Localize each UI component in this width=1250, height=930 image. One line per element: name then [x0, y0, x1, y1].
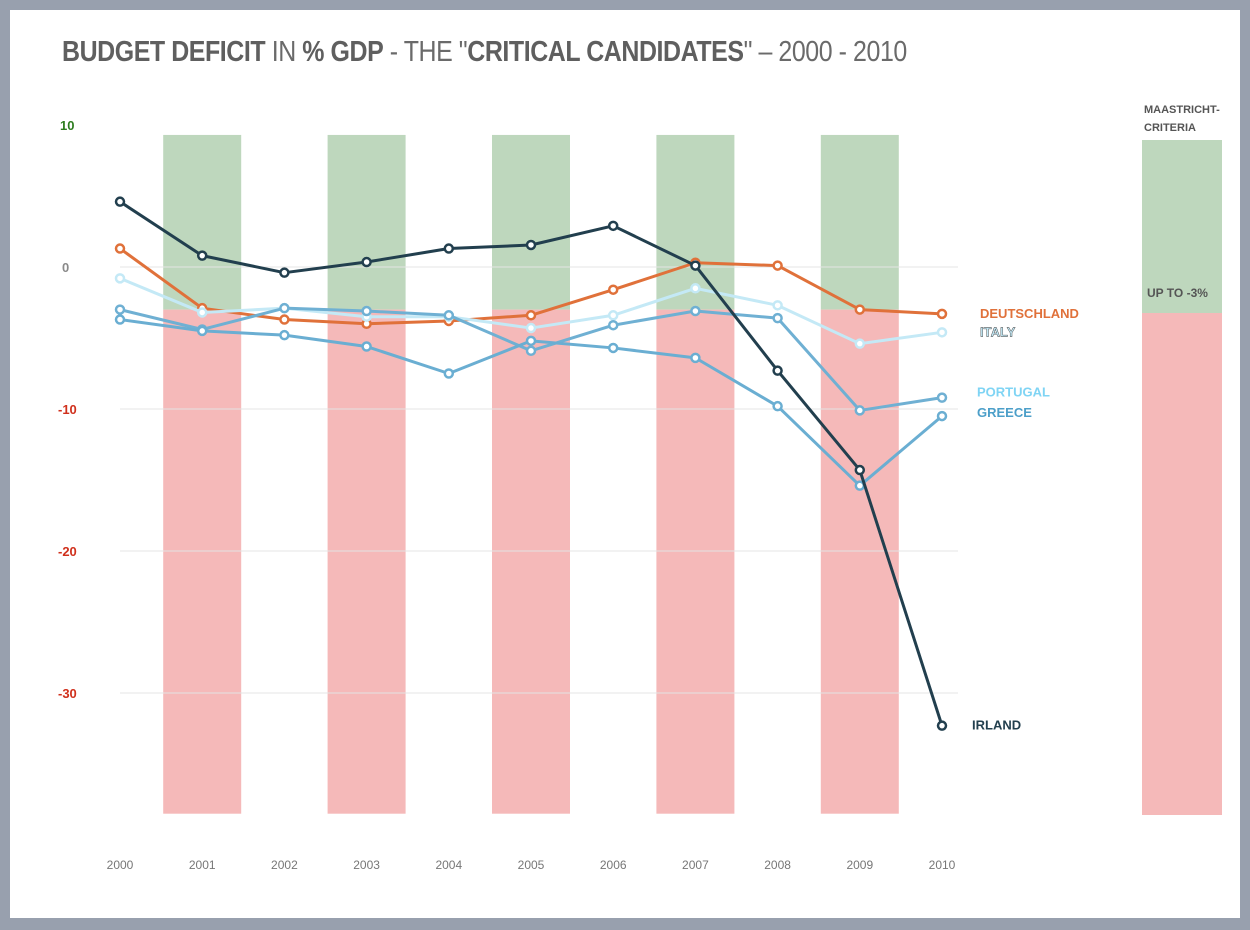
data-point: [443, 368, 455, 379]
series-label: PORTUGAL: [977, 385, 1050, 400]
data-point: [936, 308, 948, 320]
data-point: [607, 284, 619, 295]
x-tick-label: 2004: [435, 858, 462, 872]
legend-bad-band: [1142, 313, 1222, 815]
data-point: [772, 400, 783, 412]
data-point: [936, 327, 948, 338]
band-above-threshold: [820, 134, 899, 310]
legend-title: CRITERIA: [1144, 122, 1196, 134]
x-tick-label: 2007: [682, 858, 709, 872]
data-point: [114, 273, 126, 284]
y-tick-label: 0: [62, 260, 69, 275]
data-point: [690, 352, 701, 364]
data-point: [361, 305, 372, 317]
band-below-threshold: [327, 309, 406, 814]
data-point: [772, 260, 783, 271]
data-point: [196, 307, 208, 318]
data-point: [936, 410, 948, 422]
y-tick-label: -10: [58, 402, 77, 417]
data-point: [772, 312, 783, 324]
chart-title: BUDGET DEFICIT IN % GDP - THE "CRITICAL …: [62, 36, 907, 68]
data-point: [525, 310, 537, 321]
data-point: [854, 304, 866, 315]
data-point: [607, 319, 619, 331]
data-point: [690, 305, 701, 317]
data-point: [361, 256, 372, 268]
data-point: [607, 310, 619, 321]
data-point: [772, 365, 783, 376]
data-point: [525, 335, 537, 347]
data-point: [279, 267, 290, 278]
data-point: [196, 250, 208, 261]
data-point: [854, 464, 866, 476]
y-tick-label: 10: [60, 118, 74, 133]
data-point: [114, 304, 126, 315]
series-label: GREECE: [977, 405, 1032, 420]
band-below-threshold: [656, 309, 735, 814]
data-point: [279, 329, 290, 341]
y-tick-label: -30: [58, 686, 77, 701]
data-point: [443, 243, 455, 254]
x-tick-label: 2002: [271, 858, 298, 872]
x-tick-label: 2006: [600, 858, 627, 872]
data-point: [607, 220, 619, 232]
series-label: ITALY: [980, 324, 1016, 339]
band-below-threshold: [163, 309, 242, 814]
band-above-threshold: [163, 134, 242, 310]
data-point: [279, 302, 290, 314]
data-point: [525, 345, 537, 357]
legend-title: MAASTRICHT-: [1144, 104, 1220, 116]
series-label: DEUTSCHLAND: [980, 306, 1079, 321]
data-point: [114, 243, 126, 254]
data-point: [525, 239, 537, 251]
x-tick-label: 2009: [846, 858, 873, 872]
legend-threshold-label: UP TO -3%: [1147, 286, 1208, 300]
band-above-threshold: [656, 134, 735, 310]
x-tick-label: 2005: [518, 858, 545, 872]
data-point: [854, 405, 866, 416]
x-tick-label: 2000: [107, 858, 134, 872]
x-tick-label: 2010: [929, 858, 956, 872]
legend-good-band: [1142, 140, 1222, 313]
data-point: [690, 283, 701, 294]
y-tick-label: -20: [58, 544, 77, 559]
x-tick-label: 2001: [189, 858, 216, 872]
data-point: [936, 392, 948, 403]
data-point: [361, 341, 372, 352]
data-point: [854, 338, 866, 349]
data-point: [607, 342, 619, 354]
band-below-threshold: [492, 309, 570, 814]
data-point: [690, 260, 701, 271]
x-tick-label: 2003: [353, 858, 380, 872]
band-above-threshold: [492, 134, 570, 310]
x-tick-label: 2008: [764, 858, 791, 872]
data-point: [196, 325, 208, 337]
band-below-threshold: [820, 309, 899, 814]
data-point: [114, 314, 126, 325]
data-point: [936, 720, 948, 731]
data-point: [114, 196, 126, 207]
band-above-threshold: [327, 134, 406, 310]
data-point: [525, 322, 537, 334]
data-point: [279, 314, 290, 325]
data-point: [772, 300, 783, 311]
series-label: IRLAND: [972, 718, 1021, 733]
data-point: [443, 310, 455, 321]
